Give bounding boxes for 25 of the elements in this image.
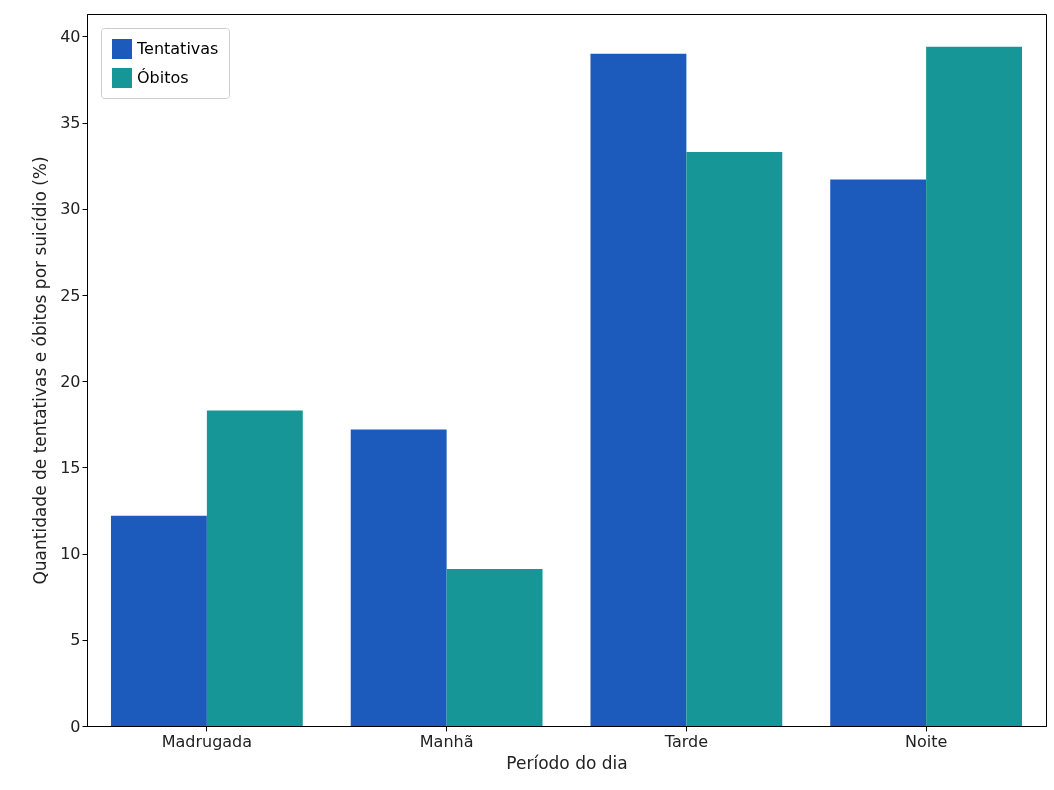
legend-label: Óbitos xyxy=(137,68,189,87)
x-tick-label: Manhã xyxy=(419,731,474,751)
x-tick-label: Tarde xyxy=(663,731,708,751)
bar xyxy=(350,429,447,726)
bar xyxy=(686,151,783,726)
y-tick-label: 15 xyxy=(60,457,81,477)
bar xyxy=(830,179,927,726)
bar xyxy=(590,53,687,726)
y-tick-label: 5 xyxy=(70,630,81,650)
bar xyxy=(206,410,303,726)
y-axis-title: Quantidade de tentativas e óbitos por suicídio (%) xyxy=(30,156,51,585)
y-tick-label: 20 xyxy=(60,371,81,391)
y-tick-label: 10 xyxy=(60,544,81,564)
y-tick-label: 30 xyxy=(60,199,81,219)
x-tick-label: Madrugada xyxy=(161,731,253,751)
y-tick-label: 40 xyxy=(60,26,81,46)
legend-label: Tentativas xyxy=(136,39,219,58)
bar xyxy=(926,46,1023,726)
y-tick-label: 25 xyxy=(60,285,81,305)
y-tick-label: 0 xyxy=(70,716,81,736)
bar xyxy=(446,569,543,726)
x-axis-title: Período do dia xyxy=(506,752,628,773)
y-tick-label: 35 xyxy=(60,113,81,133)
x-tick-label: Noite xyxy=(904,731,948,751)
bar xyxy=(110,515,207,726)
